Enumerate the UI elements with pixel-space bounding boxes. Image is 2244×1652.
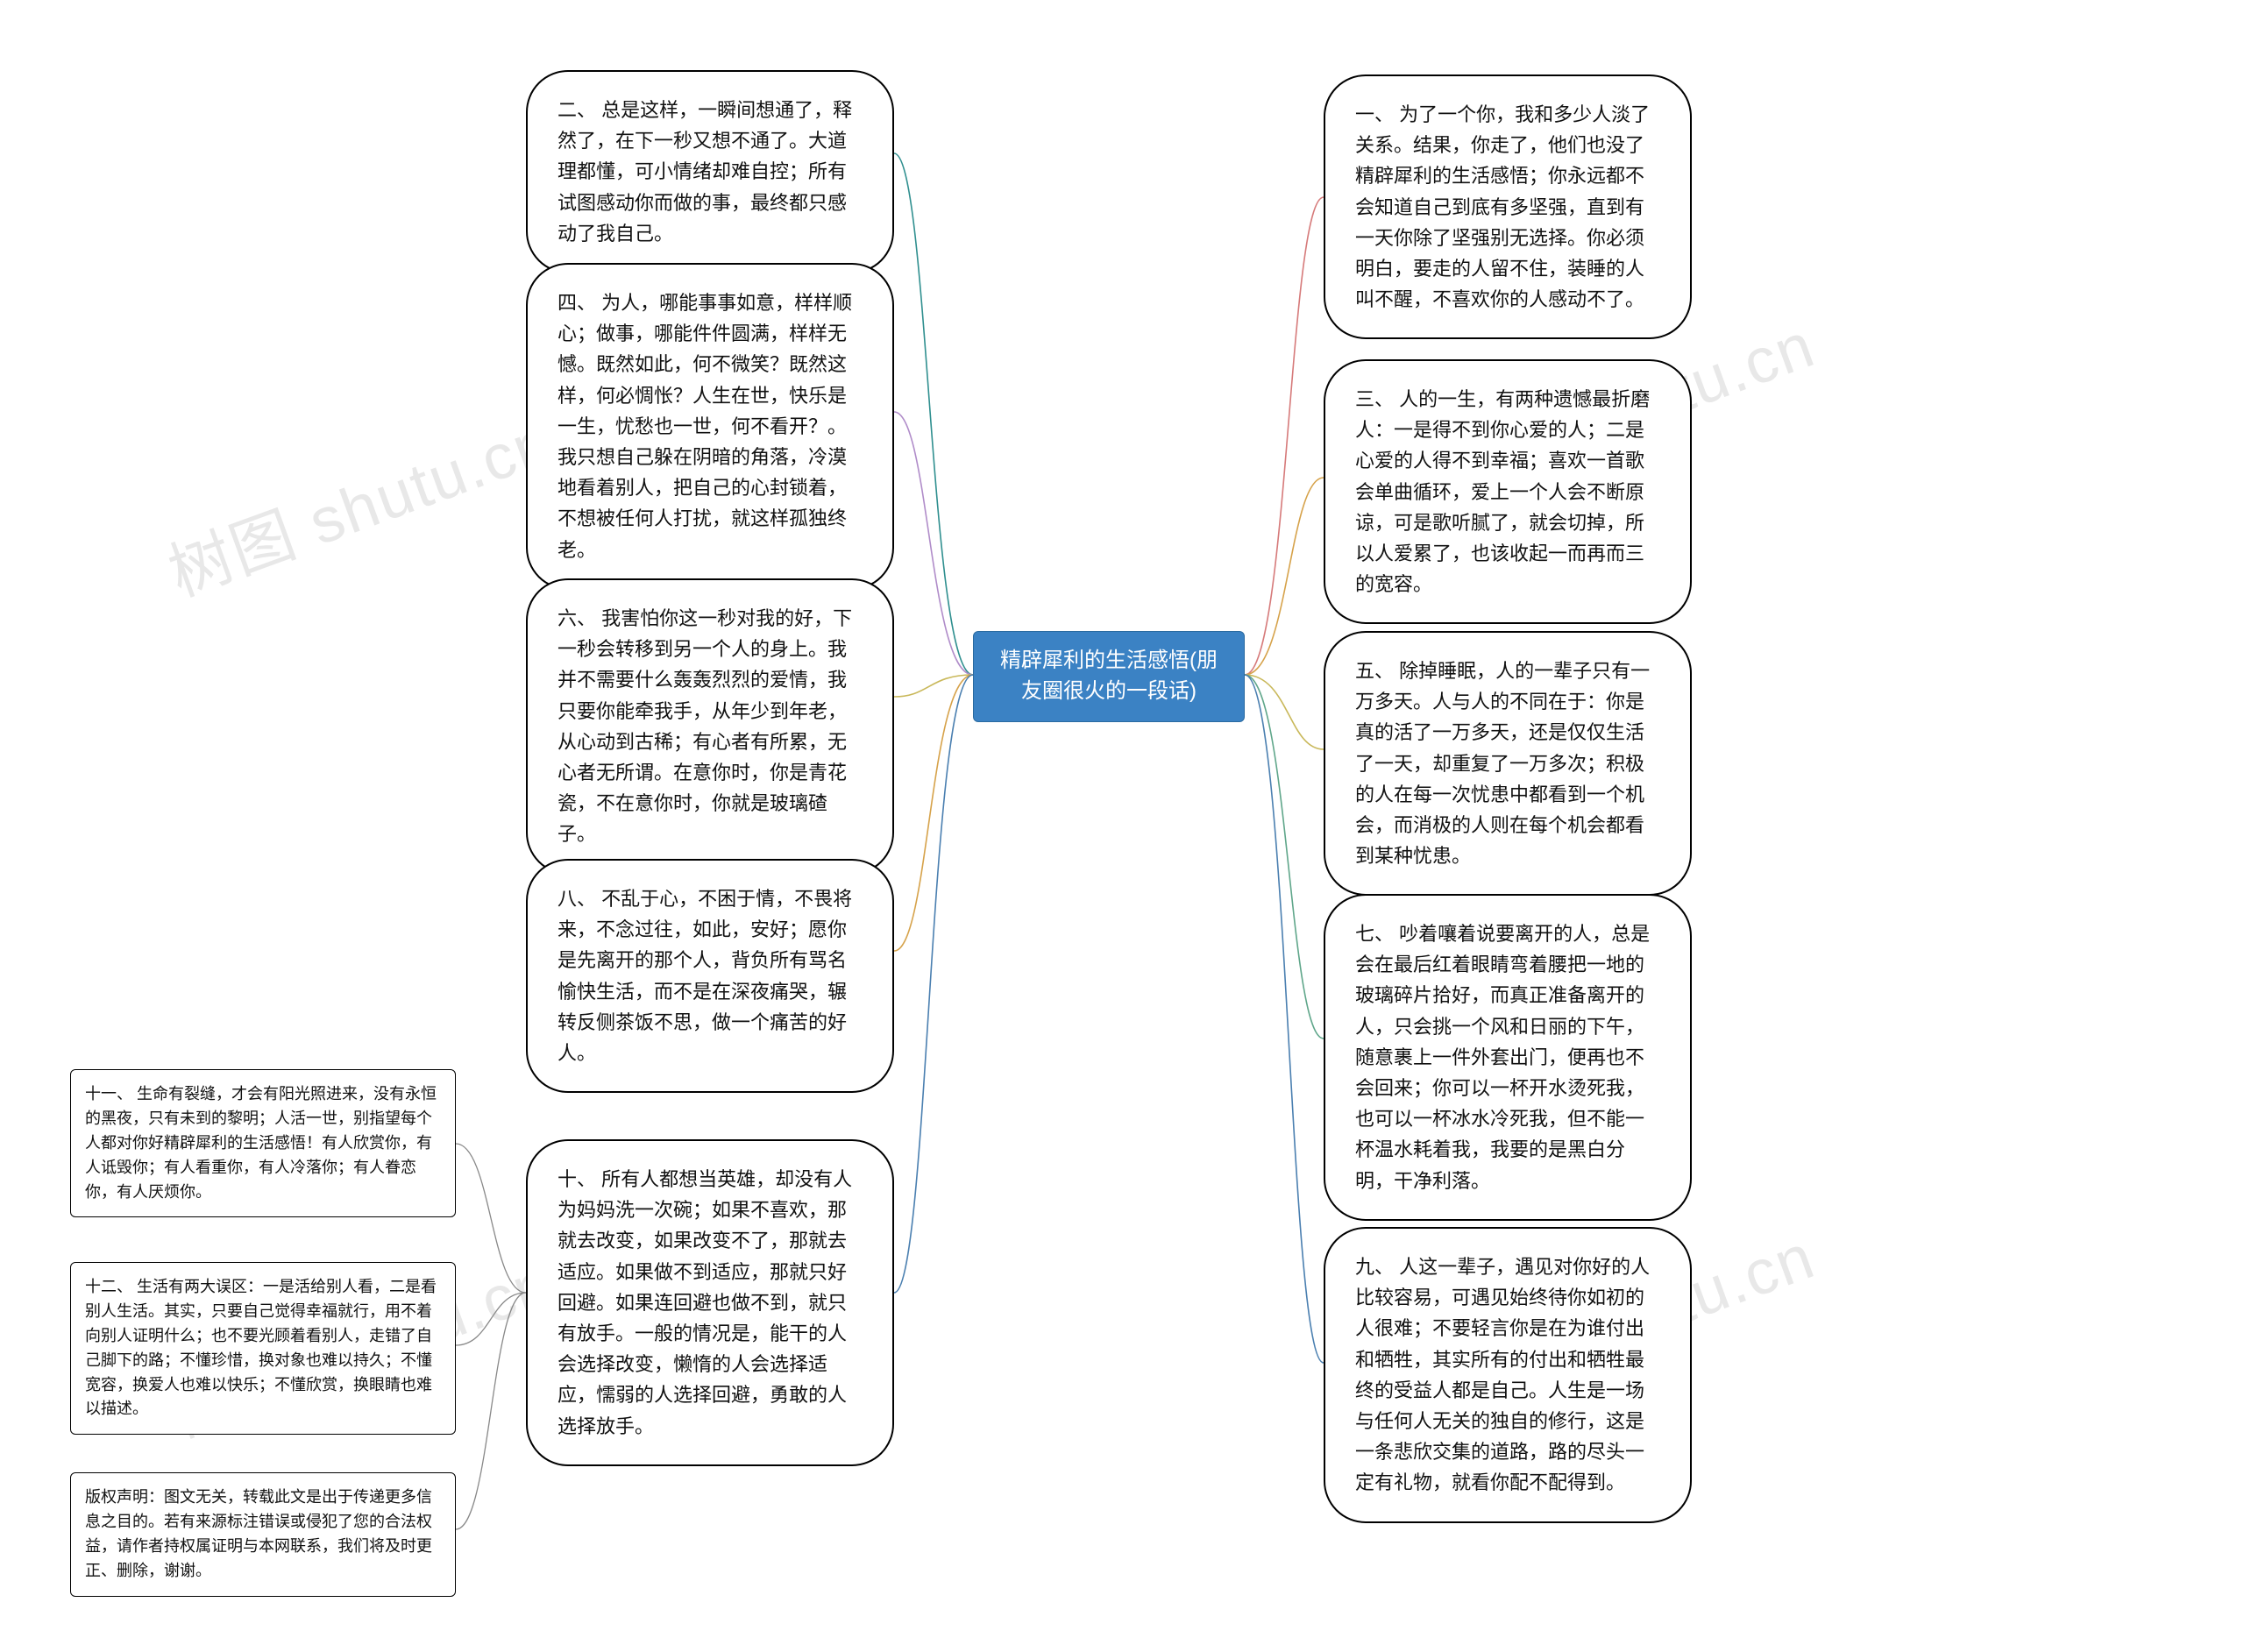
center-topic: 精辟犀利的生活感悟(朋友圈很火的一段话)	[973, 631, 1245, 722]
mindmap-canvas: 树图 shutu.cn 树图 shutu.cn 树图 shutu.cn 树图 s…	[0, 0, 2244, 1652]
sub-branch-2: 十二、 生活有两大误区：一是活给别人看，二是看别人生活。其实，只要自己觉得幸福就…	[70, 1262, 456, 1435]
sub-branch-1: 十一、 生命有裂缝，才会有阳光照进来，没有永恒的黑夜，只有未到的黎明；人活一世，…	[70, 1069, 456, 1217]
branch-right-5: 九、 人这一辈子，遇见对你好的人比较容易，可遇见始终待你如初的人很难；不要轻言你…	[1324, 1227, 1692, 1523]
branch-right-4: 七、 吵着嚷着说要离开的人，总是会在最后红着眼睛弯着腰把一地的玻璃碎片拾好，而真…	[1324, 894, 1692, 1221]
branch-left-2: 四、 为人，哪能事事如意，样样顺心；做事，哪能件件圆满，样样无憾。既然如此，何不…	[526, 263, 894, 590]
branch-right-1: 一、 为了一个你，我和多少人淡了关系。结果，你走了，他们也没了精辟犀利的生活感悟…	[1324, 74, 1692, 339]
branch-left-4: 八、 不乱于心，不困于情，不畏将来，不念过往，如此，安好；愿你是先离开的那个人，…	[526, 859, 894, 1093]
branch-right-3: 五、 除掉睡眠，人的一辈子只有一万多天。人与人的不同在于：你是真的活了一万多天，…	[1324, 631, 1692, 896]
sub-branch-3: 版权声明：图文无关，转载此文是出于传递更多信息之目的。若有来源标注错误或侵犯了您…	[70, 1472, 456, 1597]
watermark: 树图 shutu.cn	[154, 390, 563, 613]
branch-left-3: 六、 我害怕你这一秒对我的好，下一秒会转移到另一个人的身上。我并不需要什么轰轰烈…	[526, 578, 894, 875]
branch-left-1: 二、 总是这样，一瞬间想通了，释然了，在下一秒又想不通了。大道理都懂，可小情绪却…	[526, 70, 894, 273]
branch-right-2: 三、 人的一生，有两种遗憾最折磨人：一是得不到你心爱的人；二是心爱的人得不到幸福…	[1324, 359, 1692, 624]
branch-left-5: 十、 所有人都想当英雄，却没有人为妈妈洗一次碗；如果不喜欢，那就去改变，如果改变…	[526, 1139, 894, 1466]
